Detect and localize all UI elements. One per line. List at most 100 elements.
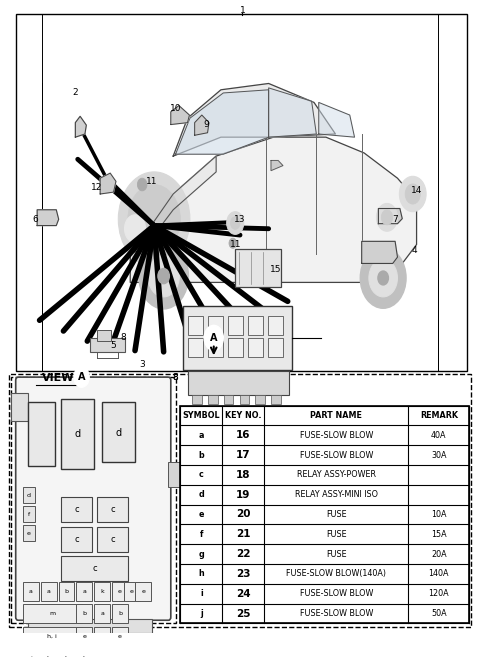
Circle shape [399, 176, 426, 212]
Text: 22: 22 [236, 549, 251, 559]
Text: c: c [92, 564, 97, 573]
Text: d: d [75, 429, 81, 439]
Bar [248, 316, 264, 335]
Bar [188, 316, 203, 335]
Text: e: e [118, 589, 122, 595]
Text: FUSE-SLOW BLOW(140A): FUSE-SLOW BLOW(140A) [286, 570, 386, 578]
Polygon shape [319, 102, 355, 137]
Bar [41, 648, 57, 657]
Circle shape [139, 243, 189, 309]
Bar [248, 338, 264, 357]
Bar [61, 556, 128, 581]
Bar [41, 582, 57, 601]
Polygon shape [269, 88, 316, 137]
Text: 16: 16 [236, 430, 251, 440]
Text: b: b [118, 612, 122, 616]
Text: 25: 25 [236, 608, 251, 618]
Bar [28, 402, 55, 466]
Text: 21: 21 [236, 530, 251, 539]
Polygon shape [378, 208, 402, 223]
Text: 15A: 15A [431, 530, 446, 539]
Bar [97, 330, 111, 341]
Text: FUSE-SLOW BLOW: FUSE-SLOW BLOW [300, 451, 373, 459]
Text: c: c [74, 535, 79, 544]
Text: 14: 14 [411, 187, 422, 195]
Text: d: d [115, 428, 121, 438]
Text: 2: 2 [72, 89, 78, 97]
Polygon shape [75, 116, 86, 137]
Text: A: A [210, 333, 217, 343]
Bar [97, 497, 128, 522]
Polygon shape [130, 137, 417, 283]
Text: e: e [142, 589, 145, 595]
Text: FUSE: FUSE [326, 530, 347, 539]
Bar [61, 497, 92, 522]
Bar [61, 527, 92, 552]
Text: b: b [82, 612, 86, 616]
Text: 20: 20 [236, 509, 251, 520]
Circle shape [376, 204, 397, 231]
Text: 20A: 20A [431, 550, 446, 558]
Bar [59, 648, 74, 657]
Bar [102, 402, 135, 463]
Bar [23, 627, 82, 646]
Text: b: b [47, 656, 51, 657]
Text: REMARK: REMARK [420, 411, 458, 420]
Text: d: d [198, 490, 204, 499]
Bar [16, 14, 467, 371]
Text: 8: 8 [173, 373, 179, 382]
Text: e: e [199, 510, 204, 519]
Text: 40A: 40A [431, 431, 446, 440]
Text: 18: 18 [236, 470, 251, 480]
Circle shape [124, 215, 145, 242]
Circle shape [137, 178, 147, 191]
Bar [188, 371, 288, 395]
Text: 12: 12 [91, 183, 103, 193]
Circle shape [229, 238, 237, 248]
Text: a: a [199, 431, 204, 440]
Bar [23, 525, 35, 541]
Text: f: f [200, 530, 203, 539]
Text: a: a [82, 589, 86, 595]
Bar [183, 306, 292, 369]
Bar [76, 582, 92, 601]
Bar [11, 393, 28, 421]
Text: 15: 15 [270, 265, 282, 274]
Bar [90, 338, 125, 352]
Circle shape [128, 185, 180, 254]
Text: 4: 4 [411, 246, 417, 256]
Text: 19: 19 [236, 489, 251, 500]
Bar [240, 395, 249, 404]
Text: e: e [82, 633, 86, 639]
Bar [207, 316, 223, 335]
Polygon shape [176, 90, 269, 154]
Text: FUSE-SLOW BLOW: FUSE-SLOW BLOW [300, 431, 373, 440]
Bar [135, 582, 151, 601]
Text: b: b [82, 656, 86, 657]
Text: 10A: 10A [431, 510, 446, 519]
Bar [9, 374, 471, 627]
Bar [23, 487, 35, 503]
Bar [180, 405, 469, 623]
Polygon shape [362, 241, 397, 263]
Bar [23, 604, 82, 623]
Bar [76, 648, 92, 657]
Text: 140A: 140A [429, 570, 449, 578]
Polygon shape [173, 83, 336, 156]
Text: c: c [110, 535, 115, 544]
Circle shape [148, 256, 180, 297]
Bar [61, 399, 95, 468]
Circle shape [227, 212, 244, 235]
Bar [112, 627, 128, 646]
Text: 1: 1 [240, 7, 245, 15]
Text: FUSE-SLOW BLOW: FUSE-SLOW BLOW [300, 609, 373, 618]
Text: m: m [49, 612, 55, 616]
Text: 50A: 50A [431, 609, 446, 618]
Bar [76, 604, 92, 623]
Text: 7: 7 [392, 215, 398, 224]
Bar [23, 506, 35, 522]
Text: FUSE: FUSE [326, 550, 347, 558]
Text: j: j [30, 656, 32, 657]
Bar [112, 582, 128, 601]
Bar [95, 582, 110, 601]
